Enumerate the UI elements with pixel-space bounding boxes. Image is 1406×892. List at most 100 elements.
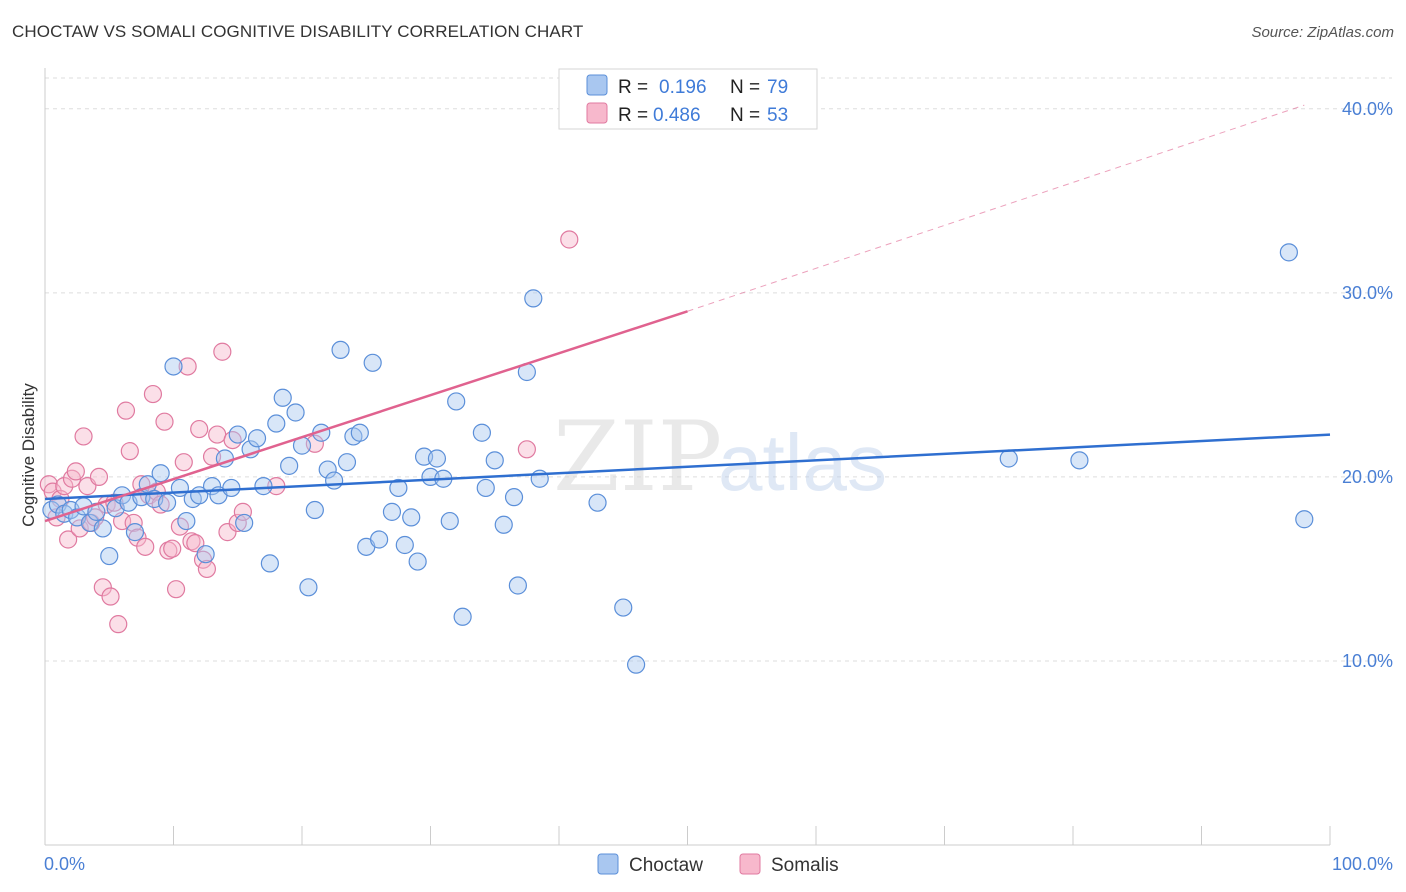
choctaw-point xyxy=(151,464,170,483)
choctaw-point xyxy=(350,423,369,442)
somalis-point xyxy=(136,537,155,556)
somalis-point xyxy=(213,342,232,361)
somalis-point xyxy=(223,430,242,450)
choctaw-point xyxy=(254,477,273,496)
choctaw-point xyxy=(1295,510,1314,529)
legend-somalis-label: Somalis xyxy=(771,855,839,876)
choctaw-point xyxy=(440,511,459,531)
choctaw-point xyxy=(999,449,1018,468)
somalis-point xyxy=(143,384,163,404)
choctaw-point xyxy=(588,493,607,512)
somalis-point xyxy=(120,442,139,461)
choctaw-point xyxy=(125,523,145,542)
choctaw-point xyxy=(305,500,324,520)
somalis-point xyxy=(74,427,93,446)
choctaw-point xyxy=(267,414,286,433)
somalis-point xyxy=(218,523,237,542)
choctaw-point xyxy=(1070,451,1089,470)
choctaw-point xyxy=(395,535,414,555)
y-tick-label: 40.0% xyxy=(1342,99,1393,119)
x-tick-label: 0.0% xyxy=(44,854,85,874)
legend-somalis-n: 53 xyxy=(767,105,788,126)
somalis-point xyxy=(124,513,143,533)
somalis-point xyxy=(93,578,112,597)
legend-r-label: R = xyxy=(618,77,648,98)
somalis-point xyxy=(101,587,120,606)
legend-choctaw-r: 0.196 xyxy=(659,77,707,98)
somalis-point xyxy=(560,230,579,249)
somalis-trendline xyxy=(44,310,688,523)
choctaw-point xyxy=(447,392,466,411)
somalis-point xyxy=(163,539,182,558)
somalis-point xyxy=(66,462,85,481)
legend-choctaw-n: 79 xyxy=(767,77,788,98)
choctaw-point xyxy=(389,478,408,498)
choctaw-point xyxy=(508,576,527,595)
choctaw-point xyxy=(273,388,292,407)
somalis-point xyxy=(155,412,174,431)
choctaw-point xyxy=(363,353,382,372)
watermark: ZIP atlas xyxy=(553,401,887,513)
choctaw-point xyxy=(453,607,472,626)
choctaw-point xyxy=(472,423,491,442)
source-label: Source: ZipAtlas.com xyxy=(1251,24,1394,41)
choctaw-point xyxy=(196,545,215,564)
choctaw-point xyxy=(382,502,402,521)
legend-r-label: R = xyxy=(618,105,648,126)
somalis-point xyxy=(59,530,78,549)
choctaw-point xyxy=(1279,243,1298,262)
somalis-point xyxy=(517,440,536,459)
watermark-atlas: atlas xyxy=(718,418,887,507)
choctaw-point xyxy=(177,511,196,531)
choctaw-point xyxy=(337,453,357,472)
choctaw-point xyxy=(370,530,389,549)
somalis-point xyxy=(174,453,193,472)
legend-n-label: N = xyxy=(730,77,760,98)
choctaw-point xyxy=(299,578,318,597)
choctaw-point xyxy=(331,340,350,360)
choctaw-point xyxy=(614,598,633,617)
y-axis-label: Cognitive Disability xyxy=(19,383,38,527)
choctaw-point xyxy=(100,546,119,566)
watermark-zip: ZIP xyxy=(553,401,722,513)
trend-lines xyxy=(44,104,1331,523)
choctaw-swatch xyxy=(586,74,608,96)
choctaw-point xyxy=(157,493,177,512)
choctaw-point xyxy=(626,655,646,674)
choctaw-point xyxy=(260,554,279,573)
choctaw-point xyxy=(222,478,241,498)
chart-title: CHOCTAW VS SOMALI COGNITIVE DISABILITY C… xyxy=(12,22,584,41)
choctaw-point xyxy=(408,552,427,571)
choctaw-point xyxy=(325,471,344,490)
choctaw-point xyxy=(286,403,305,422)
somalis-point xyxy=(166,580,186,599)
legend-somalis-r: 0.486 xyxy=(653,105,701,126)
choctaw-point xyxy=(494,515,513,534)
legend-somalis-swatch xyxy=(739,853,761,875)
stats-legend: R = 0.196 N = 79 R = 0.486 N = 53 xyxy=(558,68,818,130)
somalis-point xyxy=(109,615,128,634)
axes xyxy=(44,68,1331,846)
tick-labels: 10.0% 20.0% 30.0% 40.0% 0.0% 100.0% xyxy=(44,99,1393,874)
choctaw-point xyxy=(235,513,254,533)
somalis-point xyxy=(190,419,209,439)
y-tick-label: 20.0% xyxy=(1342,467,1393,487)
somalis-point xyxy=(178,357,197,376)
y-tick-label: 30.0% xyxy=(1342,283,1393,303)
somalis-point xyxy=(70,519,89,538)
somalis-trendline-extension xyxy=(687,104,1305,312)
choctaw-point xyxy=(280,456,299,475)
legend-n-label: N = xyxy=(730,105,760,126)
grid-lines xyxy=(45,77,1392,662)
legend-choctaw-label: Choctaw xyxy=(629,855,703,876)
somalis-point xyxy=(55,477,74,496)
choctaw-point xyxy=(318,460,337,479)
series-somalis-points xyxy=(39,230,579,634)
choctaw-point xyxy=(476,478,495,498)
somalis-point xyxy=(197,559,217,579)
choctaw-point xyxy=(427,449,447,468)
choctaw-point xyxy=(524,289,543,308)
y-tick-label: 10.0% xyxy=(1342,651,1393,671)
choctaw-point xyxy=(228,425,247,444)
